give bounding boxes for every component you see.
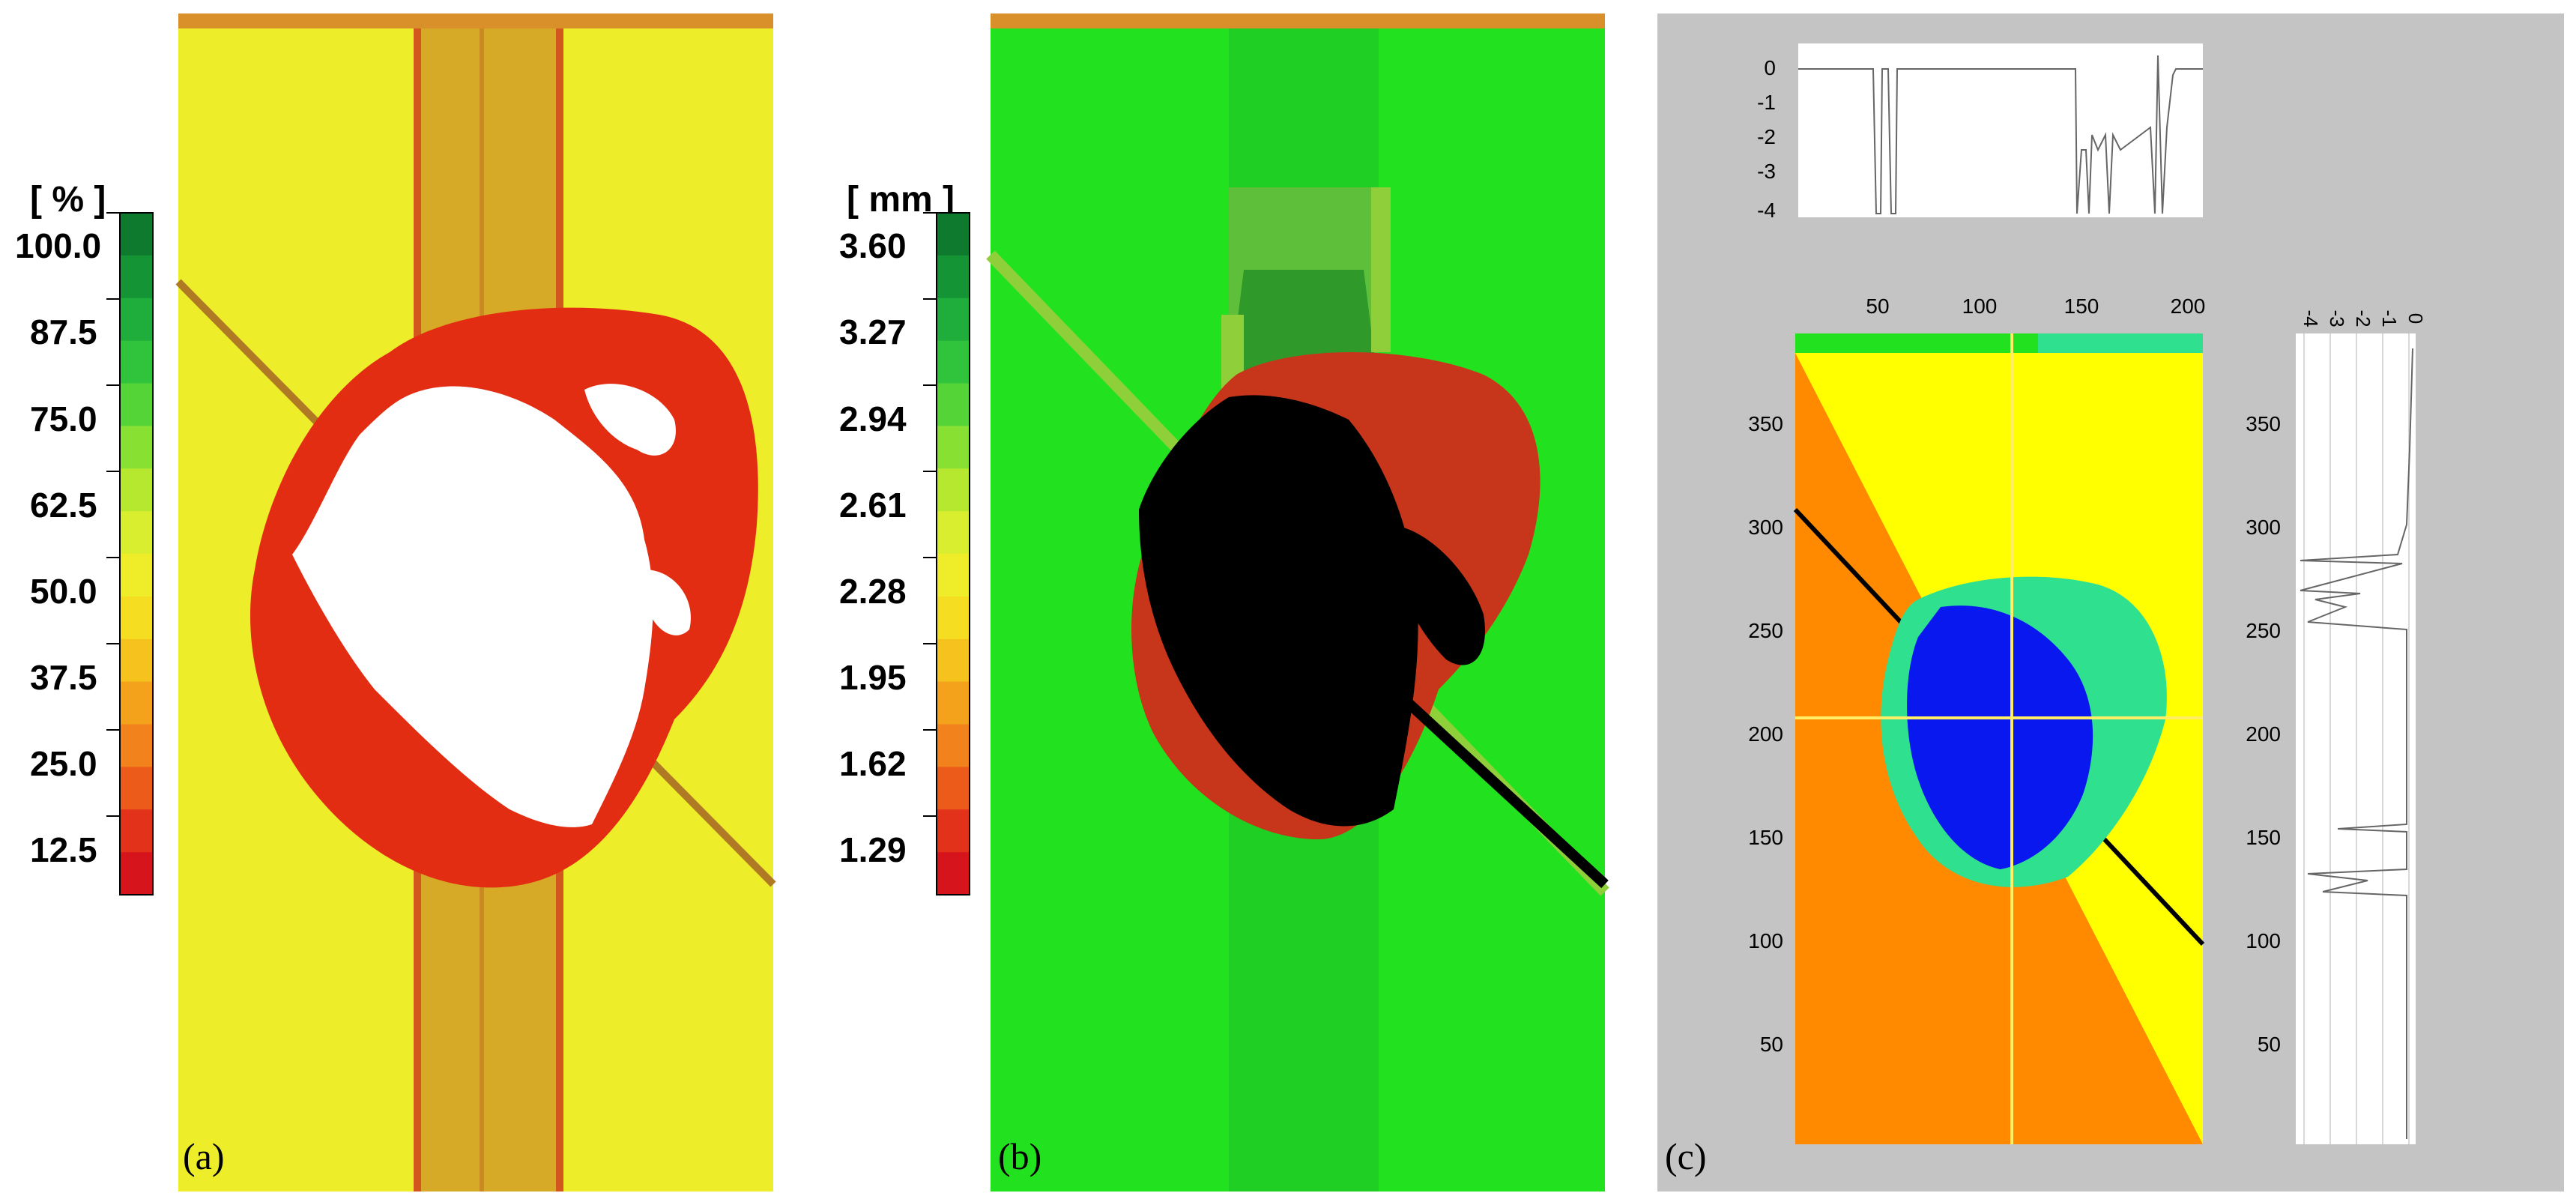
colorbar-step	[937, 767, 970, 810]
colorbar-step	[120, 426, 153, 469]
colorbar-a-tick-label: 50.0	[30, 572, 97, 611]
side-profile-x-tick: -3	[2326, 309, 2348, 327]
colorbar-step	[937, 511, 970, 555]
colorbar-step	[937, 554, 970, 597]
main-map-y-tick: 350	[1748, 412, 1783, 435]
colorbar-step	[120, 852, 153, 896]
main-map-x-tick: 100	[1962, 295, 1998, 318]
side-profile-y-tick: 250	[2246, 619, 2281, 642]
side-profile-y-tick: 150	[2246, 826, 2281, 849]
colorbar-step	[937, 340, 970, 384]
scan-map-b: (b)	[986, 13, 1609, 1192]
colorbar-a-tick-label: 37.5	[30, 658, 97, 697]
colorbar-b-tick-label: 1.62	[839, 744, 907, 783]
colorbar-b: [ mm ] 3.60 3.27 2.94 2.61 2.28 1.95 1.6…	[839, 180, 970, 896]
side-profile-y-tick: 100	[2246, 929, 2281, 952]
side-profile-x-tick: 0	[2404, 313, 2427, 324]
colorbar-a-unit: [ % ]	[30, 180, 106, 220]
colorbar-b-tick-label: 2.94	[839, 399, 907, 438]
panel-b-label: (b)	[998, 1135, 1041, 1177]
main-map-x-tick: 50	[1866, 295, 1889, 318]
colorbar-step	[937, 681, 970, 725]
colorbar-step	[937, 852, 970, 896]
colorbar-step	[120, 468, 153, 512]
colorbar-b-tick-label: 3.60	[839, 226, 907, 265]
side-profile-x-tick: -2	[2352, 309, 2374, 327]
colorbar-step	[937, 255, 970, 299]
colorbar-b-tick-label: 1.95	[839, 658, 907, 697]
colorbar-step	[120, 255, 153, 299]
main-map-y-tick: 200	[1748, 722, 1783, 746]
colorbar-step	[120, 383, 153, 426]
top-profile-y-tick: -3	[1757, 160, 1776, 183]
colorbar-step	[937, 383, 970, 426]
colorbar-step	[120, 554, 153, 597]
colorbar-step	[120, 340, 153, 384]
colorbar-b-tick-label: 2.61	[839, 486, 907, 525]
main-map-y-tick: 50	[1760, 1033, 1783, 1056]
colorbar-a-tick-label: 100.0	[15, 226, 101, 265]
top-profile-plot: 0 -1 -2 -3 -4	[1757, 43, 2203, 222]
colorbar-a: [ % ] 100.0 87.5 75.0 62.5 50.0 37.5 25.…	[15, 180, 154, 896]
top-profile-y-tick: 0	[1764, 56, 1776, 79]
side-profile-y-tick: 300	[2246, 516, 2281, 539]
colorbar-step	[937, 213, 970, 256]
panel-c-label: (c)	[1665, 1135, 1707, 1177]
scan-map-a: (a)	[175, 13, 776, 1192]
main-map-y-tick: 300	[1748, 516, 1783, 539]
colorbar-b-tick-label: 3.27	[839, 312, 907, 351]
main-map-x-tick: 200	[2171, 295, 2206, 318]
colorbar-step	[120, 809, 153, 853]
colorbar-step	[120, 298, 153, 342]
colorbar-step	[120, 596, 153, 640]
side-profile-y-tick: 350	[2246, 412, 2281, 435]
side-profile-x-tick: -1	[2378, 309, 2401, 327]
colorbar-step	[120, 681, 153, 725]
colorbar-step	[937, 426, 970, 469]
colorbar-step	[937, 809, 970, 853]
colorbar-a-tick-label: 75.0	[30, 399, 97, 438]
colorbar-a-tick-label: 87.5	[30, 312, 97, 351]
colorbar-step	[120, 724, 153, 767]
colorbar-b-tick-label: 2.28	[839, 572, 907, 611]
side-profile-plot: -4 -3 -2 -1 0 350 300 250 200 150 100 50	[2246, 309, 2427, 1144]
colorbar-step	[120, 638, 153, 683]
colorbar-a-tick-label: 12.5	[30, 830, 97, 869]
colorbar-step	[937, 298, 970, 342]
colorbar-step	[120, 767, 153, 810]
colorbar-step	[937, 468, 970, 512]
panel-b: [ mm ] 3.60 3.27 2.94 2.61 2.28 1.95 1.6…	[839, 13, 1609, 1192]
top-profile-y-tick: -4	[1757, 199, 1776, 222]
panel-a: [ % ] 100.0 87.5 75.0 62.5 50.0 37.5 25.…	[15, 13, 776, 1192]
panel-c: 0 -1 -2 -3 -4 50 100 150 200 350 300	[1657, 13, 2564, 1192]
side-profile-y-tick: 50	[2258, 1033, 2281, 1056]
main-map-y-tick: 150	[1748, 826, 1783, 849]
colorbar-a-tick-label: 25.0	[30, 744, 97, 783]
main-map-plot: 50 100 150 200 350 300 250 200 150 100 5…	[1748, 295, 2205, 1144]
side-profile-y-tick: 200	[2246, 722, 2281, 746]
top-profile-y-tick: -1	[1757, 91, 1776, 114]
colorbar-step	[120, 213, 153, 256]
colorbar-step	[937, 596, 970, 640]
top-profile-y-tick: -2	[1757, 125, 1776, 148]
colorbar-step	[937, 638, 970, 683]
panel-a-label: (a)	[183, 1135, 225, 1177]
main-map-x-tick: 150	[2064, 295, 2099, 318]
main-map-y-tick: 100	[1748, 929, 1783, 952]
colorbar-b-tick-label: 1.29	[839, 830, 907, 869]
main-map-y-tick: 250	[1748, 619, 1783, 642]
colorbar-a-tick-label: 62.5	[30, 486, 97, 525]
colorbar-step	[120, 511, 153, 555]
colorbar-step	[937, 724, 970, 767]
side-profile-x-tick: -4	[2300, 309, 2322, 327]
